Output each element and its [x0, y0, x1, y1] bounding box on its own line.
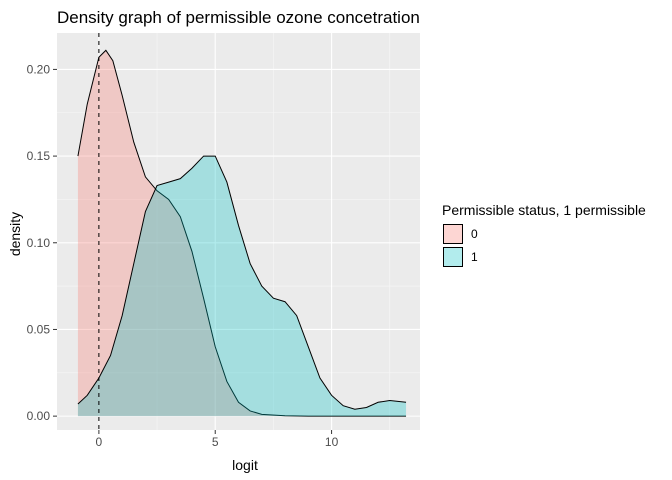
- density-area-1: [77, 156, 407, 417]
- grid-minor: [57, 33, 420, 430]
- series-layer: [77, 49, 407, 417]
- y-tick-label: 0.00: [27, 409, 51, 423]
- plot-panel: [57, 33, 420, 430]
- legend-label-1: 1: [471, 250, 478, 264]
- chart-title: Density graph of permissible ozone conce…: [57, 8, 420, 27]
- y-tick-label: 0.15: [27, 149, 51, 163]
- density-curve-1: [77, 155, 407, 410]
- legend-key-bg-1: [443, 247, 463, 267]
- legend-title: Permissible status, 1 permissible: [442, 202, 646, 218]
- y-tick-label: 0.20: [27, 62, 51, 76]
- legend-key-bg-0: [443, 224, 463, 244]
- y-tick-label: 0.10: [27, 236, 51, 250]
- legend-key-0: [443, 224, 463, 244]
- x-tick-label: 5: [212, 435, 219, 449]
- y-axis: 0.00 0.05 0.10 0.15 0.20: [27, 62, 57, 423]
- y-axis-label: density: [7, 212, 23, 256]
- x-tick-label: 10: [325, 435, 339, 449]
- density-curve-0: [77, 49, 407, 417]
- legend-label-0: 0: [471, 227, 478, 241]
- x-tick-label: 0: [96, 435, 103, 449]
- density-area-0: [77, 50, 407, 417]
- legend-key-1: [443, 247, 463, 267]
- x-axis: 0 5 10: [96, 430, 339, 449]
- y-tick-label: 0.05: [27, 322, 51, 336]
- legend-items: 01: [443, 224, 478, 267]
- x-axis-label: logit: [232, 457, 258, 473]
- legend: Permissible status, 1 permissible 01: [442, 202, 646, 267]
